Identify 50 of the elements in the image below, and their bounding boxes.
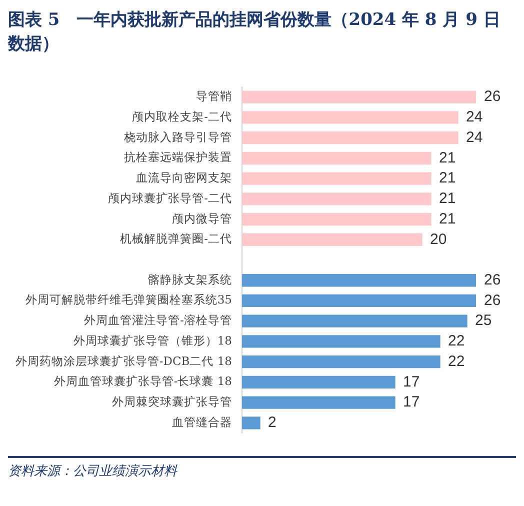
y-tick-label: 外周血管灌注导管-溶栓导管 — [84, 313, 232, 328]
bar — [242, 131, 458, 144]
data-label: 26 — [484, 292, 501, 309]
data-label: 22 — [448, 332, 465, 350]
y-tick-label: 桡动脉入路导引导管 — [123, 130, 232, 144]
y-tick-label: 外周药物涂层球囊扩张导管-DCB二代 18 — [15, 354, 232, 368]
data-label: 26 — [484, 88, 501, 106]
y-tick-label: 外周球囊扩张导管（锥形）18 — [73, 333, 232, 348]
bar — [242, 111, 458, 124]
y-tick-label: 颅内取栓支架-二代 — [132, 109, 232, 124]
y-tick-label: 抗栓塞远端保护装置 — [124, 150, 232, 164]
data-label: 21 — [439, 210, 456, 228]
y-tick-label: 髂静脉支架系统 — [148, 272, 232, 286]
y-tick-label: 血管缝合器 — [172, 414, 232, 429]
bar — [242, 192, 432, 206]
bar — [242, 233, 422, 246]
y-tick-label: 机械解脱弹簧圈-二代 — [120, 232, 232, 246]
data-label: 17 — [403, 394, 420, 411]
data-label: 21 — [439, 149, 456, 166]
y-tick-label: 血流导向密网支架 — [136, 170, 232, 185]
bar — [242, 355, 440, 368]
y-tick-label: 外周可解脱带纤维毛弹簧圈栓塞系统35 — [25, 292, 232, 307]
bar — [242, 274, 476, 287]
data-label: 20 — [430, 230, 447, 248]
text: 资料来源：公司业绩演示材料 — [8, 463, 178, 480]
data-label: 2 — [268, 414, 276, 432]
bar — [242, 396, 396, 409]
data-label: 24 — [466, 108, 483, 126]
y-tick-label: 导管鞘 — [196, 89, 232, 104]
data-label: 24 — [466, 128, 483, 146]
bar — [242, 376, 396, 389]
y-tick-label: 颅内球囊扩张导管-二代 — [108, 190, 232, 205]
data-label: 21 — [439, 190, 456, 208]
bar — [242, 416, 260, 430]
bar — [242, 152, 432, 165]
y-tick-label: 外周血管球囊扩张导管-长球囊 18 — [54, 374, 232, 388]
data-label: 25 — [475, 312, 492, 330]
bar — [242, 294, 476, 308]
data-label: 21 — [439, 170, 456, 187]
bar — [242, 335, 440, 348]
y-tick-label: 外周棘突球囊扩张导管 — [112, 394, 232, 409]
y-tick-label: 颅内微导管 — [172, 211, 232, 226]
bar — [242, 172, 432, 185]
bar — [242, 314, 468, 328]
data-label: 17 — [403, 373, 420, 390]
data-label: 22 — [448, 352, 465, 370]
bar — [242, 212, 432, 226]
data-label: 26 — [484, 272, 501, 289]
chart-title: 图表 5 一年内获批新产品的挂网省份数量（2024 年 8 月 9 日数据） — [8, 9, 502, 56]
bar — [242, 90, 476, 104]
